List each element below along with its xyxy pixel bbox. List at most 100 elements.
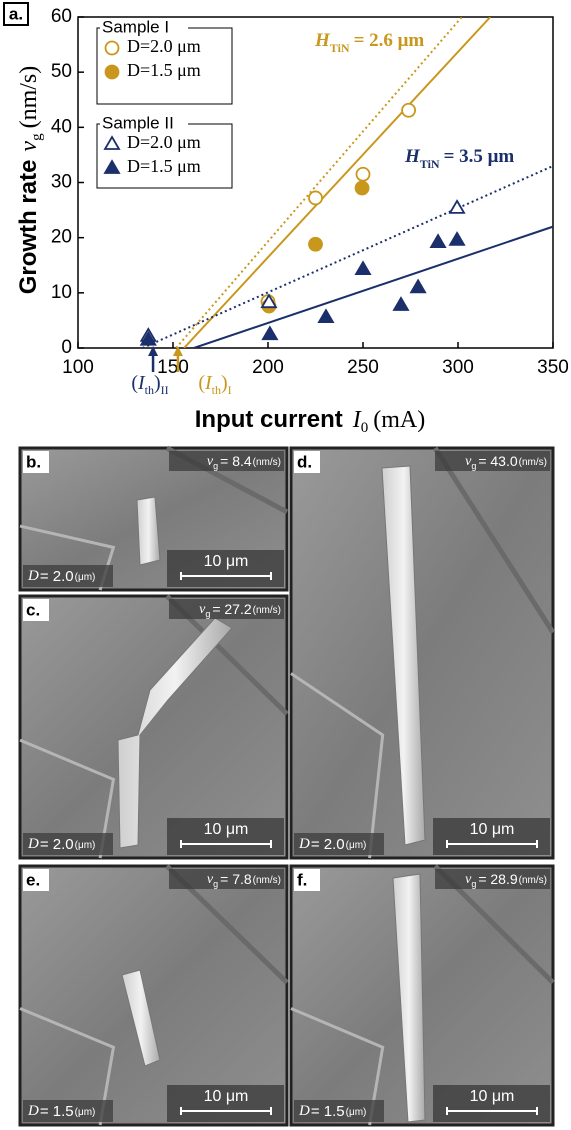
y-axis-title-part: (nm/s) xyxy=(16,66,42,129)
marker xyxy=(308,190,323,206)
x-axis-title-part: 0 xyxy=(361,420,369,436)
marker xyxy=(308,236,323,252)
panel-label-box xyxy=(294,869,320,891)
legend-marker xyxy=(103,135,121,150)
annotation-part: = 3.5 μm xyxy=(444,146,515,167)
x-tick-label: 200 xyxy=(252,357,284,378)
legend-marker xyxy=(104,40,120,56)
annotation-part: TiN xyxy=(420,157,440,171)
vg-label-part: (nm/s) xyxy=(253,457,281,468)
x-tick-label: 350 xyxy=(537,357,569,378)
d-label-part: = 2.0 xyxy=(40,568,74,585)
d-label-box xyxy=(23,1100,113,1122)
threshold-label-part: th xyxy=(212,383,221,397)
annotation-part: = 2.6 μm xyxy=(354,30,425,51)
annotation: HTiN = 2.6 μm xyxy=(314,30,424,54)
d-label-part: (μm) xyxy=(75,572,96,583)
threshold-label-part: ) xyxy=(154,372,161,394)
d-label-part: D xyxy=(27,836,39,852)
x-axis-title-part: Input current xyxy=(195,406,343,433)
d-label-part: D xyxy=(27,1103,39,1119)
vg-label-part: = 8.4 xyxy=(220,453,252,469)
y-axis-title-part: Growth rate xyxy=(15,160,42,295)
threshold-label-part: I xyxy=(137,372,146,394)
vg-label-part: v xyxy=(207,872,214,887)
x-axis-title-part: (mA) xyxy=(373,407,425,433)
sem-image xyxy=(18,594,289,860)
vg-label: vg = 8.4(nm/s) xyxy=(207,453,281,472)
panel-label: f. xyxy=(297,870,307,889)
vg-label-part: (nm/s) xyxy=(253,875,281,886)
y-tick-label: 40 xyxy=(51,116,72,137)
d-label-part: D xyxy=(27,568,39,584)
vg-label-part: = 43.0 xyxy=(478,453,518,469)
scale-box xyxy=(433,818,550,855)
d-label: D= 1.5(μm) xyxy=(298,1103,366,1120)
y-axis-title-part: g xyxy=(29,133,45,141)
x-tick-label: 150 xyxy=(157,357,189,378)
vg-label-box xyxy=(169,869,284,889)
marker xyxy=(392,296,410,311)
legend-title: Sample I xyxy=(102,17,169,36)
scale-bar xyxy=(180,572,272,580)
d-label-part: = 1.5 xyxy=(311,1103,345,1120)
marker xyxy=(448,199,466,214)
scale-bar xyxy=(446,840,538,848)
marker xyxy=(354,180,370,196)
scale-box xyxy=(167,550,284,587)
nanopillar xyxy=(381,465,426,846)
d-label-part: (μm) xyxy=(75,840,96,851)
x-tick-label: 300 xyxy=(442,357,474,378)
vg-label-part: v xyxy=(465,454,472,469)
d-label-box xyxy=(23,833,113,855)
legend-title: Sample II xyxy=(102,113,174,132)
panel-label: a. xyxy=(9,4,23,23)
x-axis-title: Input current I0 (mA) xyxy=(195,406,425,436)
panel-label: d. xyxy=(297,452,312,471)
y-tick-label: 0 xyxy=(61,337,72,358)
marker xyxy=(354,260,372,276)
legend-marker xyxy=(103,159,121,174)
threshold-label-part: I xyxy=(228,383,232,397)
plot-frame xyxy=(77,16,554,349)
vg-label-part: v xyxy=(465,872,472,887)
vg-label-part: (nm/s) xyxy=(253,605,281,616)
d-label-part: = 2.0 xyxy=(40,836,74,853)
legend-label: D=1.5 μm xyxy=(127,60,201,80)
nanopillar xyxy=(136,496,161,566)
scale-label: 10 μm xyxy=(470,821,515,838)
panel-label-box xyxy=(23,599,49,621)
scale-label: 10 μm xyxy=(204,1088,249,1105)
scale-label: 10 μm xyxy=(204,553,249,570)
scale-bar xyxy=(446,1107,538,1115)
annotation: HTiN = 3.5 μm xyxy=(404,146,514,170)
x-tick-label: 100 xyxy=(62,357,94,378)
panel-label-box xyxy=(294,451,320,473)
nanopillar xyxy=(117,617,233,849)
d-label-part: (μm) xyxy=(346,1107,367,1118)
legend-box xyxy=(96,27,233,105)
nanopillar xyxy=(392,873,426,1123)
panel-label: e. xyxy=(26,870,40,889)
scale-box xyxy=(433,1085,550,1122)
vg-label-box xyxy=(169,599,284,619)
d-label-part: (μm) xyxy=(346,840,367,851)
threshold-label-part: ( xyxy=(131,372,138,394)
scale-bar xyxy=(180,1107,272,1115)
d-label: D= 2.0(μm) xyxy=(27,836,95,853)
marker xyxy=(409,278,427,294)
marker xyxy=(448,231,466,246)
vg-label: vg = 7.8(nm/s) xyxy=(207,871,281,890)
vg-label: vg = 27.2(nm/s) xyxy=(199,601,281,620)
y-axis-title: Growth rate vg (nm/s) xyxy=(15,66,45,295)
marker xyxy=(317,308,335,324)
vg-label-box xyxy=(435,451,550,471)
panel-label: b. xyxy=(26,452,41,471)
x-tick-label: 250 xyxy=(347,357,379,378)
legend-marker xyxy=(104,64,120,80)
fit-line xyxy=(183,17,492,348)
d-label-box xyxy=(294,1100,384,1122)
substrate-edge xyxy=(19,738,116,859)
y-tick-label: 10 xyxy=(51,282,72,303)
panel-label-box xyxy=(23,869,49,891)
